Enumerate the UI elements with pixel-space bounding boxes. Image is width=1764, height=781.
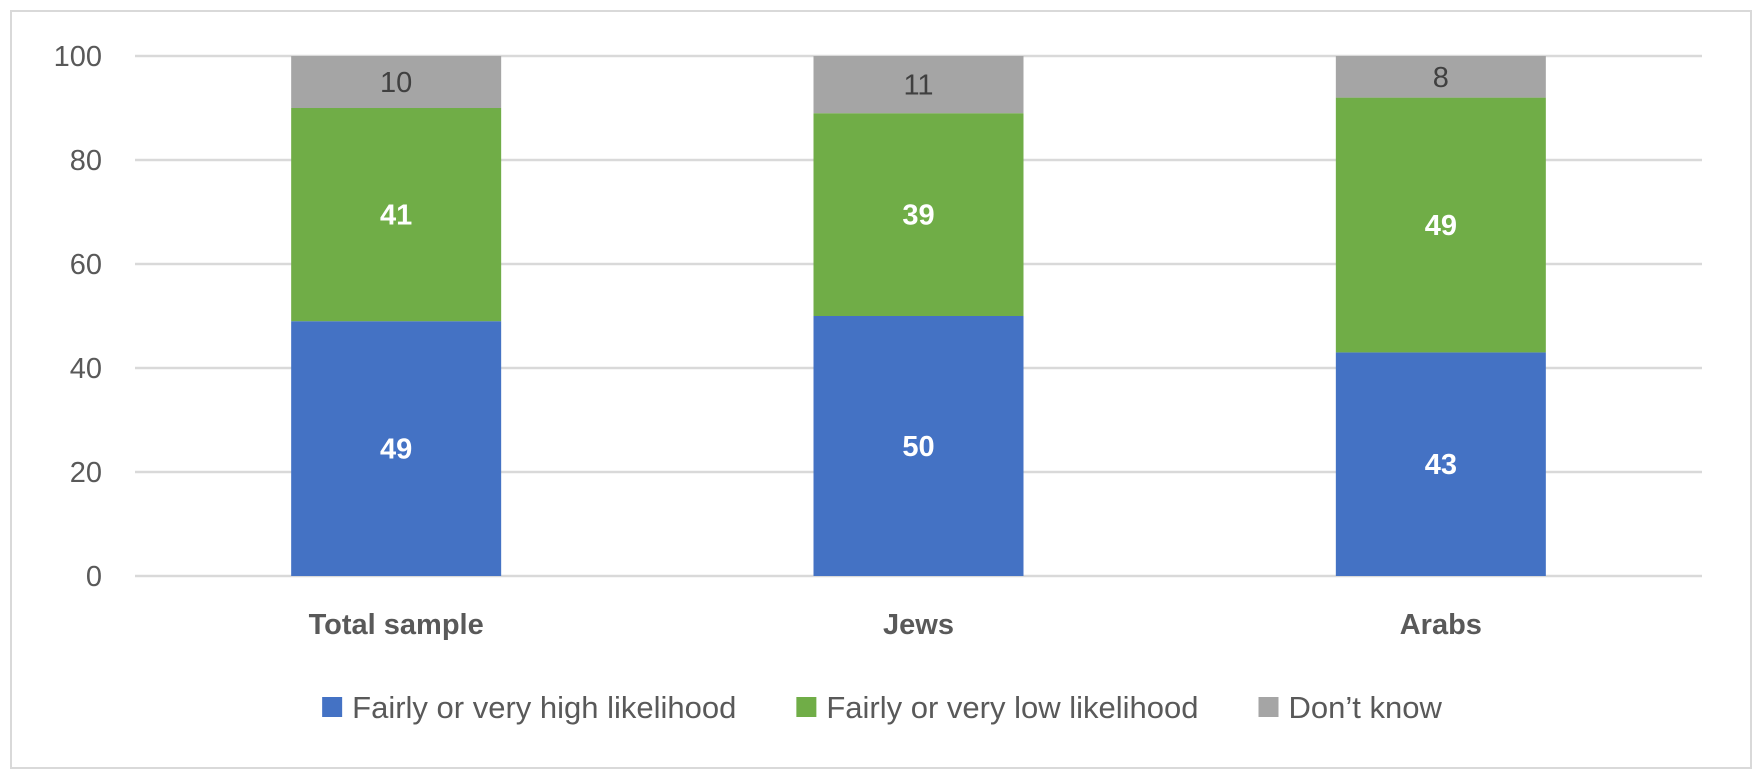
legend-swatch-don-t-know <box>1258 697 1279 717</box>
y-tick-label-80: 80 <box>70 145 102 177</box>
data-label-jews-don-t-know: 11 <box>903 70 933 102</box>
x-axis-category-labels: Total sample Jews Arabs <box>309 609 1482 641</box>
bar-total-sample-fairly-or-very-high-likelihood <box>291 321 502 576</box>
data-label-total-sample-don-t-know: 10 <box>380 67 412 99</box>
bar-arabs-don-t-know <box>1335 56 1546 98</box>
legend-label-fairly-or-very-low-likelihood: Fairly or very low likelihood <box>826 690 1198 725</box>
bar-jews-fairly-or-very-high-likelihood <box>813 316 1024 576</box>
y-tick-label-20: 20 <box>70 457 102 489</box>
bar-arabs-fairly-or-very-high-likelihood <box>1335 352 1546 576</box>
y-tick-label-60: 60 <box>70 249 102 281</box>
y-tick-label-40: 40 <box>70 353 102 385</box>
data-label-total-sample-fairly-or-very-high-likelihood: 49 <box>380 434 412 466</box>
legend-item-don-t-know: Don’t know <box>1258 690 1442 725</box>
legend-swatch-fairly-or-very-high-likelihood <box>322 697 343 717</box>
legend-swatch-fairly-or-very-low-likelihood <box>796 697 817 717</box>
legend-item-fairly-or-very-high-likelihood: Fairly or very high likelihood <box>322 690 736 725</box>
bars <box>291 56 1546 576</box>
legend-label-fairly-or-very-high-likelihood: Fairly or very high likelihood <box>352 690 736 725</box>
bar-jews-fairly-or-very-low-likelihood <box>813 113 1024 316</box>
data-label-total-sample-fairly-or-very-low-likelihood: 41 <box>380 200 412 232</box>
legend: Fairly or very high likelihood Fairly or … <box>322 690 1442 725</box>
bar-total-sample-fairly-or-very-low-likelihood <box>291 108 502 322</box>
data-label-arabs-don-t-know: 8 <box>1433 62 1449 94</box>
data-label-jews-fairly-or-very-low-likelihood: 39 <box>902 200 934 232</box>
y-tick-label-100: 100 <box>54 41 102 73</box>
x-category-label-jews: Jews <box>883 609 954 641</box>
data-labels: 49 41 10 50 39 11 43 49 8 <box>380 62 1457 481</box>
legend-label-don-t-know: Don’t know <box>1288 690 1442 725</box>
data-label-arabs-fairly-or-very-high-likelihood: 43 <box>1425 449 1457 481</box>
y-axis-tick-labels: 0 20 40 60 80 100 <box>54 41 102 593</box>
bar-jews-don-t-know <box>813 56 1024 114</box>
legend-item-fairly-or-very-low-likelihood: Fairly or very low likelihood <box>796 690 1198 725</box>
y-tick-label-0: 0 <box>86 561 102 593</box>
x-category-label-total-sample: Total sample <box>309 609 484 641</box>
data-label-jews-fairly-or-very-high-likelihood: 50 <box>902 431 934 463</box>
data-label-arabs-fairly-or-very-low-likelihood: 49 <box>1425 210 1457 242</box>
bar-total-sample-don-t-know <box>291 56 502 108</box>
x-category-label-arabs: Arabs <box>1400 609 1482 641</box>
bar-arabs-fairly-or-very-low-likelihood <box>1335 97 1546 353</box>
